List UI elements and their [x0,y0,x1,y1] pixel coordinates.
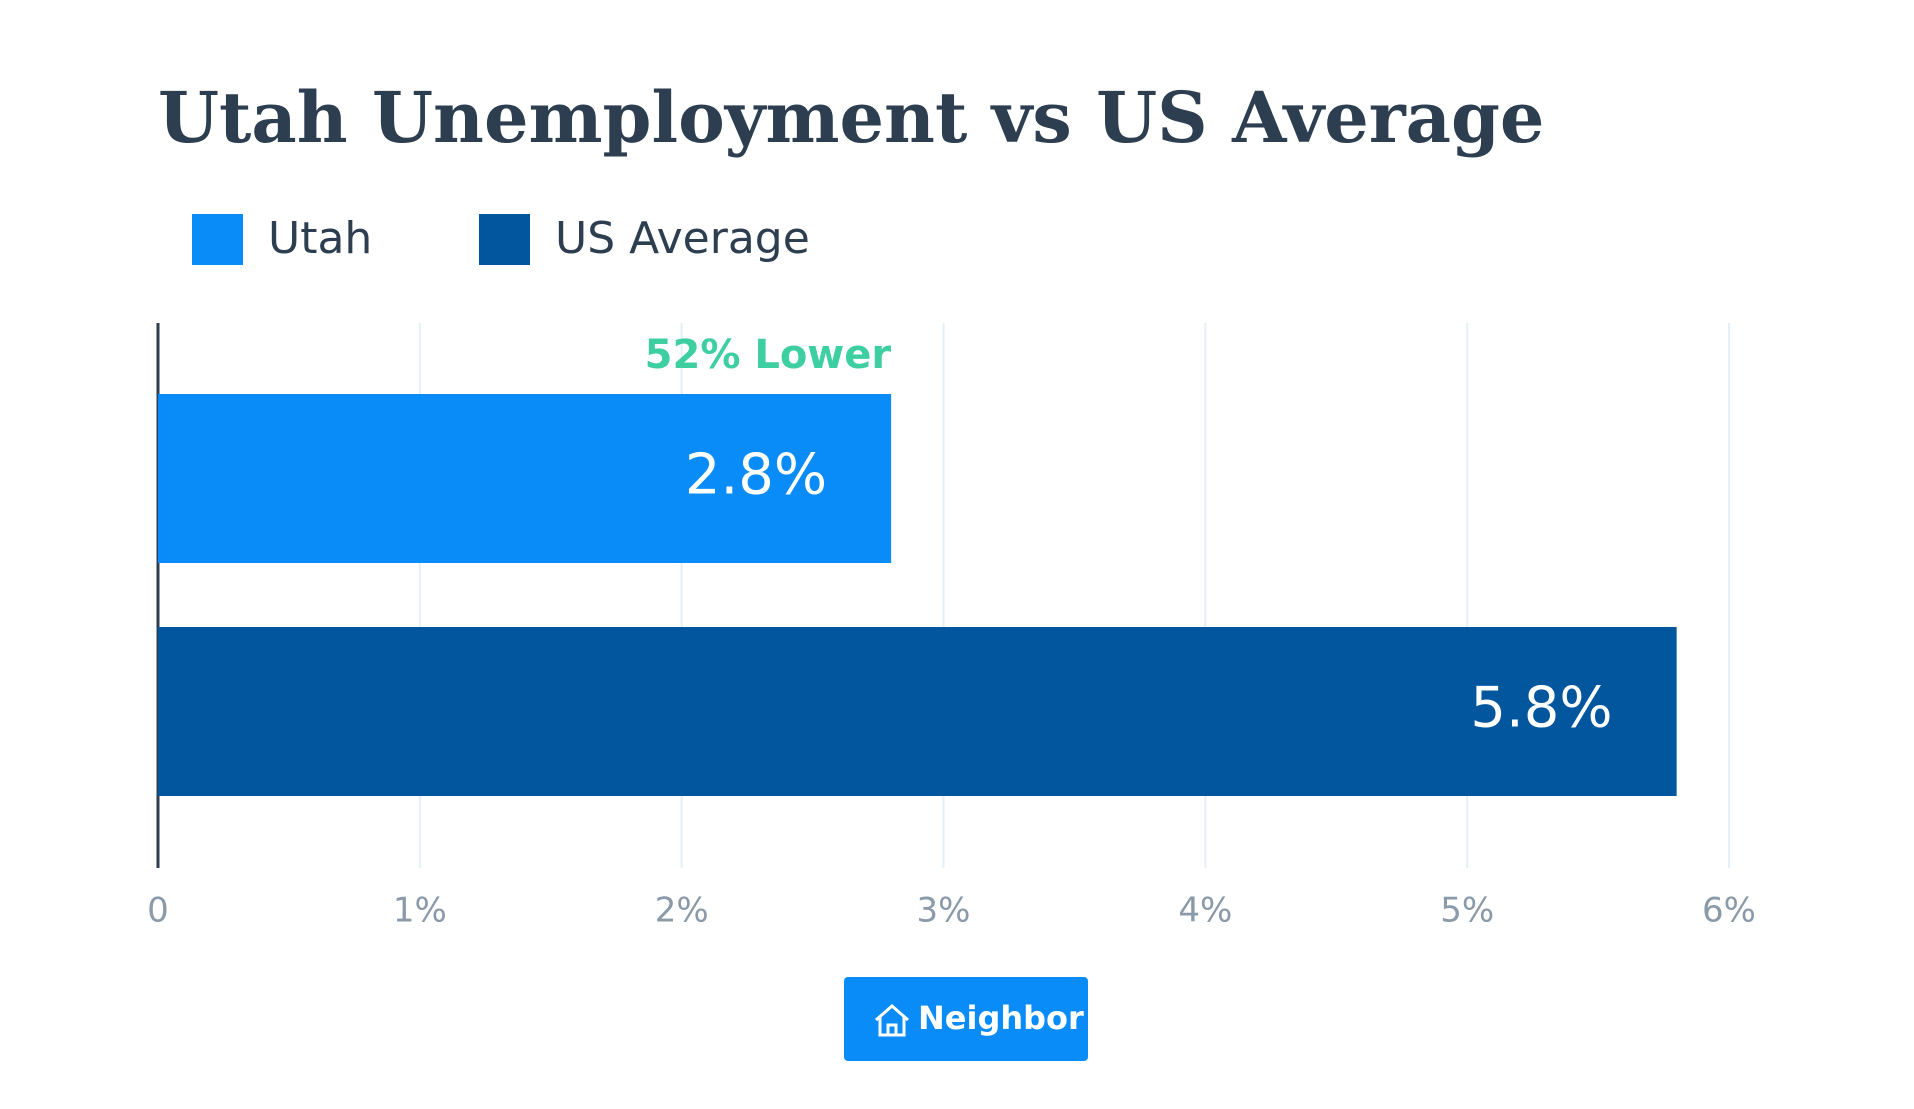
value-label: 5.8% [1470,676,1612,741]
legend-label: Utah [268,213,372,264]
value-label: 2.8% [685,443,827,508]
x-tick-label: 3% [917,891,971,931]
logo: Neighbor [844,977,1088,1061]
chart-title: Utah Unemployment vs US Average [158,76,1544,159]
legend-label: US Average [555,213,810,264]
legend-swatch [479,214,530,265]
legend-swatch [192,214,243,265]
logo-box [844,977,1088,1061]
annotation: 52% Lower [645,332,892,378]
x-tick-label: 6% [1702,891,1756,931]
bar [158,627,1677,796]
x-tick-label: 5% [1440,891,1494,931]
x-tick-label: 0 [147,891,169,931]
x-tick-label: 4% [1178,891,1232,931]
logo-text: Neighbor [918,999,1084,1037]
bar [158,394,892,563]
logo-icon [875,1004,909,1037]
x-tick-label: 1% [393,891,447,931]
x-tick-label: 2% [655,891,709,931]
